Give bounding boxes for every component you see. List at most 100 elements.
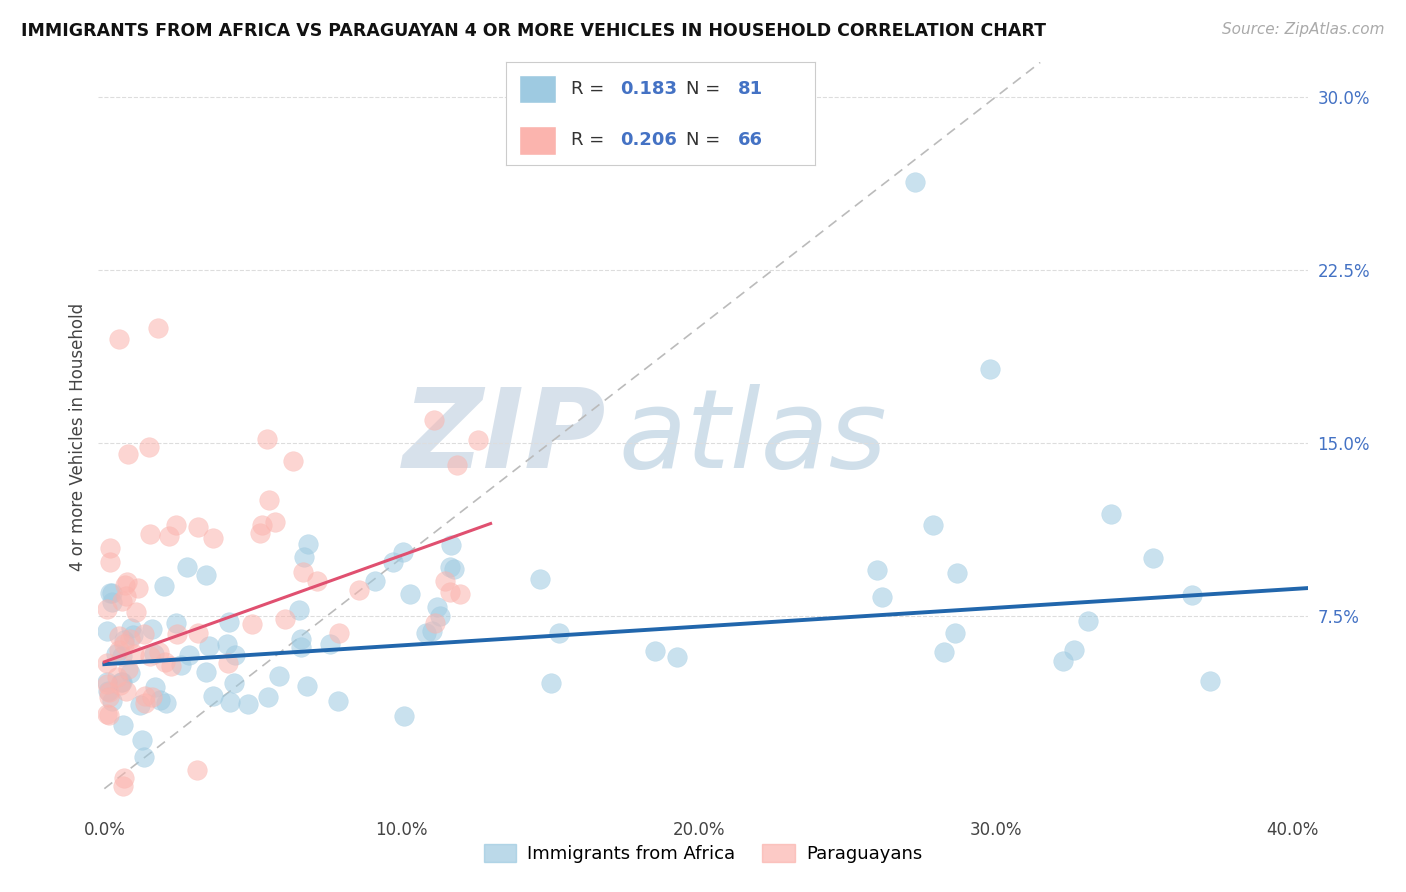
Point [529,572,551,586]
Point [305,574,328,588]
Text: 81: 81 [738,80,763,98]
Point [128,698,150,712]
Text: atlas: atlas [619,384,887,491]
Point [96,674,118,689]
Point [155,697,177,711]
Point [1181,588,1204,602]
Text: ZIP: ZIP [402,384,606,491]
Point [101,694,124,708]
Point [96,677,118,691]
Point [415,625,437,640]
Point [264,515,287,529]
Point [132,627,155,641]
Point [146,320,169,334]
Point [217,656,239,670]
Point [426,600,449,615]
Point [866,563,889,577]
Text: IMMIGRANTS FROM AFRICA VS PARAGUAYAN 4 OR MORE VEHICLES IN HOUSEHOLD CORRELATION: IMMIGRANTS FROM AFRICA VS PARAGUAYAN 4 O… [21,22,1046,40]
Point [143,680,166,694]
Point [118,632,141,646]
Point [274,612,297,626]
Point [540,676,562,690]
Point [439,585,461,599]
Point [187,626,209,640]
Point [423,616,446,631]
Point [946,566,969,580]
Point [117,447,139,461]
Point [1077,614,1099,628]
Text: N =: N = [686,80,725,98]
Point [398,587,420,601]
Text: R =: R = [571,80,610,98]
Point [236,698,259,712]
Point [943,625,966,640]
Point [118,665,141,680]
FancyBboxPatch shape [519,126,555,155]
Point [1063,643,1085,657]
Point [112,637,135,651]
Point [1099,507,1122,521]
Point [443,562,465,576]
Point [139,649,162,664]
Point [148,645,170,659]
Point [1052,654,1074,668]
Point [107,642,129,657]
Point [97,690,120,705]
Point [219,695,242,709]
Y-axis label: 4 or more Vehicles in Household: 4 or more Vehicles in Household [69,303,87,571]
Point [364,574,387,589]
Point [120,621,142,635]
Text: 66: 66 [738,131,763,149]
Point [96,624,118,638]
Point [215,637,238,651]
Point [440,538,463,552]
Point [644,643,666,657]
Point [281,454,304,468]
Point [108,332,131,346]
Point [198,640,221,654]
Point [97,684,120,698]
Point [467,433,489,447]
Point [257,493,280,508]
Point [104,647,127,661]
Point [96,656,118,670]
Point [111,717,134,731]
Point [112,772,135,786]
Point [153,579,176,593]
Point [108,629,131,643]
Point [111,780,134,794]
Point [294,550,316,565]
Point [124,605,146,619]
Text: 0.206: 0.206 [620,131,678,149]
Point [141,622,163,636]
Point [153,656,176,670]
Point [979,362,1001,376]
Point [98,555,121,569]
Point [127,581,149,595]
Point [347,583,370,598]
Point [132,750,155,764]
Point [177,648,200,662]
Text: 0.183: 0.183 [620,80,678,98]
Point [870,590,893,604]
Point [249,526,271,541]
Point [224,648,246,662]
Point [105,670,128,684]
Point [195,665,218,679]
Point [194,568,217,582]
Point [115,575,138,590]
Point [434,574,457,588]
Point [257,690,280,704]
Point [141,690,163,705]
Point [392,545,415,559]
Point [98,586,121,600]
Point [114,578,136,592]
Point [1199,674,1222,689]
Point [420,624,443,639]
Point [328,626,350,640]
Point [394,709,416,723]
Point [124,648,146,662]
Point [922,518,945,533]
Point [218,615,240,630]
Point [157,529,180,543]
